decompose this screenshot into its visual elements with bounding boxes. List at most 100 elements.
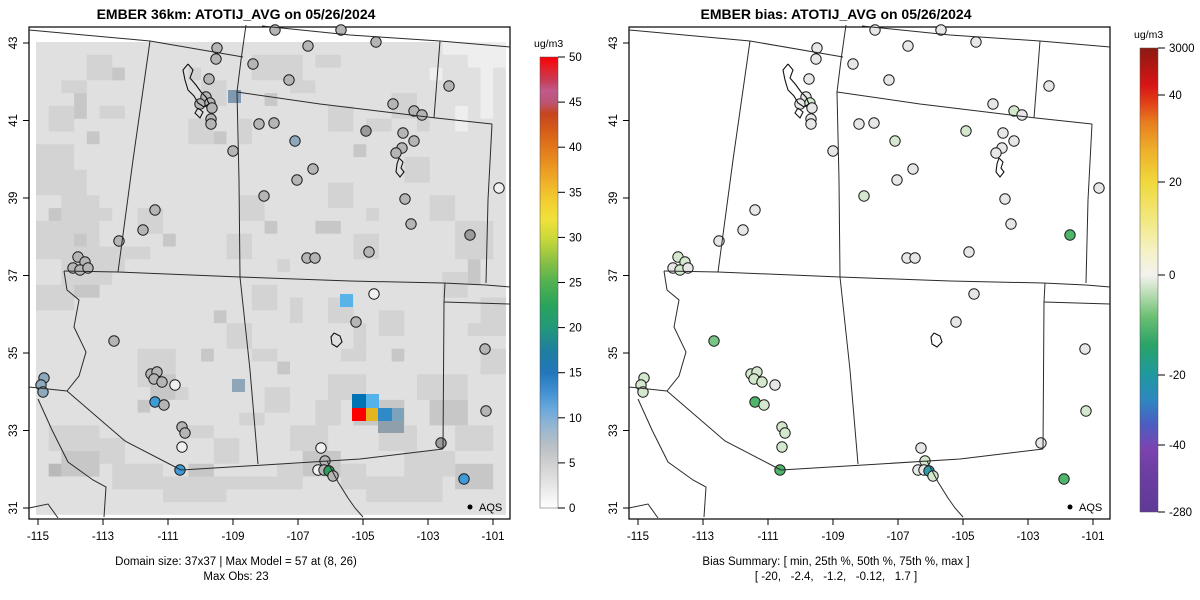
grid-cell-hotspot: [352, 394, 366, 408]
grid-cell-hotspot: [352, 408, 366, 421]
state-border: [66, 390, 182, 471]
right-map-panel: -115 -113 -111 -109 -107 -105 -103 -101 43 41 39 37…: [608, 24, 1195, 543]
station-point: [309, 252, 321, 264]
station-point: [708, 335, 720, 347]
grid-cell-hotspot: [378, 421, 404, 433]
station-point: [211, 42, 223, 54]
station-point: [1080, 405, 1092, 417]
y-tick-label: 31: [608, 502, 620, 515]
grid-cell-hotspot: [378, 408, 392, 421]
station-point: [443, 80, 455, 92]
station-point: [405, 218, 417, 230]
grid-cell: [378, 310, 405, 336]
state-border: [236, 91, 241, 278]
x-tick-label: -109: [221, 531, 244, 543]
station-point: [827, 145, 839, 157]
grid-cell: [239, 412, 265, 426]
station-point: [283, 74, 295, 86]
grid-cell: [86, 54, 113, 81]
grid-cell: [61, 80, 87, 94]
station-point: [1016, 109, 1028, 121]
grid-cell: [36, 220, 100, 260]
y-tick-label: 37: [608, 269, 620, 282]
grid-cell: [48, 105, 75, 132]
grid-cell: [353, 323, 367, 349]
state-border: [836, 91, 1093, 125]
state-border: [836, 91, 841, 278]
station-point: [758, 399, 770, 411]
station-point: [1008, 135, 1020, 147]
grid-cell: [366, 118, 392, 132]
state-border: [1085, 284, 1111, 288]
state-border: [236, 24, 247, 93]
grid-cell: [455, 425, 494, 451]
x-tick-label: -111: [157, 531, 178, 543]
grid-cell: [467, 323, 481, 336]
state-border: [637, 398, 707, 518]
left-map-panel: -115 -113 -111 -109 -107 -105 -103 -101 43 41 39 37…: [8, 24, 582, 543]
grid-cell-hotspot: [366, 408, 378, 421]
grid-cell-hotspot: [392, 408, 404, 421]
grid-cell: [74, 233, 87, 247]
grid-cell: [48, 425, 100, 451]
station-point: [1064, 229, 1076, 241]
station-point: [803, 73, 815, 85]
grid-cell: [239, 118, 252, 145]
x-tick-label: -101: [1081, 531, 1104, 543]
state-border: [1042, 282, 1046, 450]
colorbar: [539, 56, 559, 509]
station-point: [360, 125, 372, 137]
grid-cell: [328, 105, 354, 132]
station-point: [247, 58, 259, 70]
station-point: [363, 246, 375, 258]
grid-cell: [201, 348, 214, 362]
station-point: [390, 147, 402, 159]
right-map-title: EMBER bias: ATOTIJ_AVG on 05/26/2024: [700, 6, 972, 22]
grid-cell: [277, 259, 290, 273]
station-point: [493, 182, 505, 194]
station-point: [315, 442, 327, 454]
station-point: [205, 118, 217, 130]
station-point: [907, 163, 919, 175]
x-tick-label: -103: [416, 531, 439, 543]
station-point: [108, 335, 120, 347]
left-caption-domain: Domain size: 37x37 | Max Model = 57 at (…: [115, 556, 357, 568]
grid-cell: [188, 463, 214, 477]
station-point: [915, 442, 927, 454]
x-tick-label: -111: [757, 531, 778, 543]
y-tick-label: 35: [608, 347, 620, 360]
grid-cell: [442, 272, 468, 298]
colorbar-tick-label: 10: [569, 413, 582, 425]
station-point: [387, 98, 399, 110]
aqs-legend-label: AQS: [479, 502, 502, 514]
colorbar-tick-label: 0: [1169, 270, 1175, 282]
station-point: [902, 40, 914, 52]
x-tick-label: -109: [821, 531, 844, 543]
station-point: [927, 470, 939, 482]
state-border: [117, 40, 151, 273]
grid-cell: [112, 463, 163, 490]
grid-cell: [277, 463, 303, 490]
aqs-legend-dot: [467, 504, 473, 510]
station-point: [990, 147, 1002, 159]
grid-cell: [455, 105, 468, 132]
station-point: [416, 109, 428, 121]
aqs-legend-label: AQS: [1079, 502, 1102, 514]
station-point: [37, 386, 49, 398]
station-point: [776, 441, 788, 453]
station-point: [458, 473, 470, 485]
station-point: [869, 24, 881, 36]
grid-cell: [163, 476, 227, 503]
station-point: [1058, 473, 1070, 485]
station-point: [227, 145, 239, 157]
station-point: [889, 135, 901, 147]
station-point: [891, 174, 903, 186]
right-caption-bias-summary: Bias Summary: [ min, 25th %, 50th %, 75t…: [702, 556, 970, 568]
colorbar-tick-label: 0: [569, 503, 575, 515]
state-border: [663, 270, 687, 392]
station-point: [156, 376, 168, 388]
station-point: [868, 117, 880, 129]
y-tick-label: 43: [8, 37, 20, 50]
station-point: [960, 125, 972, 137]
